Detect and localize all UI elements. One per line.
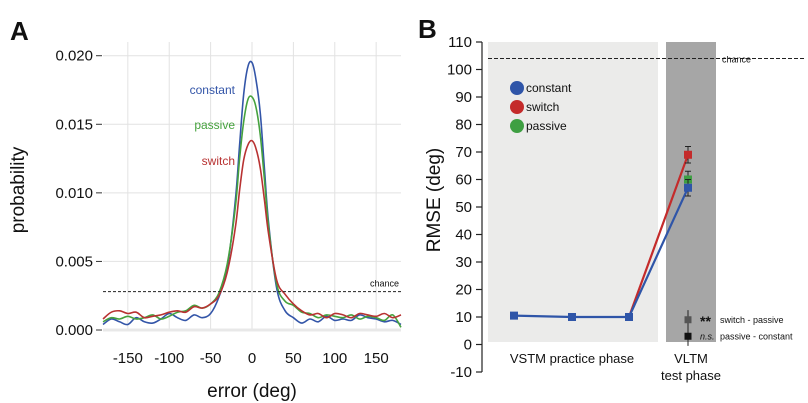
- panel-b-ytick-label: 100: [447, 62, 472, 79]
- panel-b-ytick-label: 20: [455, 282, 472, 299]
- panel-b-ytick-label: 0: [464, 337, 472, 354]
- panel-label-b: B: [418, 14, 437, 44]
- panel-b-chart: chance -10 0 10 20 30 40 50 60 70 80 90 100 110 cons…: [424, 34, 805, 383]
- panel-a-series-labels: constant passive switch: [190, 83, 236, 168]
- panel-label-a: A: [10, 16, 29, 46]
- panel-b-comparison-marker: n.s.: [700, 331, 715, 341]
- panel-b-chance-line: chance: [488, 55, 805, 65]
- panel-b-y-axis-label: RMSE (deg): [424, 148, 445, 253]
- panel-b-ytick-label: 60: [455, 172, 472, 189]
- panel-b-ytick-label: 10: [455, 309, 472, 326]
- panel-b-legend: constant switch passive: [510, 81, 572, 133]
- panel-a-xtick-label: -100: [154, 350, 184, 367]
- panel-b-ytick-label: 70: [455, 144, 472, 161]
- panel-b-comparisons: ** switch - passive n.s. passive - constant: [684, 310, 793, 346]
- panel-b-comparison-point: [684, 332, 692, 340]
- panel-b-point-constant: [684, 183, 692, 192]
- panel-a-chart: chance 0.000 0.005 0.010 0.015 0.020 -150 -10…: [8, 42, 402, 402]
- panel-b-phase-label-vstm: VSTM practice phase: [510, 351, 634, 366]
- panel-b-comparison-point: [684, 316, 692, 324]
- panel-a-xtick-label: -50: [200, 350, 222, 367]
- panel-b-series: [510, 146, 692, 321]
- panel-a-series: [102, 60, 402, 328]
- panel-b-legend-marker-switch: [510, 100, 524, 114]
- panel-a-ytick-label: 0.000: [55, 322, 93, 339]
- panel-a-chance-line: chance: [103, 279, 401, 293]
- panel-b-legend-marker-passive: [510, 119, 524, 133]
- panel-b-phase-label-test: test phase: [661, 368, 721, 383]
- panel-a-x-axis-label: error (deg): [207, 381, 297, 402]
- panel-b-comparison-marker: **: [700, 313, 711, 329]
- panel-a-gridlines: [103, 42, 401, 332]
- panel-b-ytick-label: 40: [455, 227, 472, 244]
- panel-a-y-ticks: 0.000 0.005 0.010 0.015 0.020: [55, 48, 102, 339]
- panel-a-line-passive: [102, 95, 402, 328]
- panel-b-ytick-label: 90: [455, 89, 472, 106]
- panel-b-line-constant: [513, 187, 690, 319]
- panel-a-chance-label: chance: [370, 279, 399, 289]
- panel-b-point-constant: [625, 313, 633, 321]
- panel-b-legend-label-switch: switch: [526, 100, 559, 114]
- panel-b-point-switch: [684, 150, 692, 159]
- panel-b-ytick-label: -10: [450, 364, 472, 381]
- panel-b-line-switch: [627, 154, 690, 318]
- panel-a-line-constant: [102, 60, 402, 326]
- panel-b-point-constant: [568, 313, 576, 321]
- panel-a-xtick-label: 100: [322, 350, 347, 367]
- panel-b-comparison-label: switch - passive: [720, 315, 784, 325]
- panel-a-series-label-switch: switch: [202, 154, 235, 168]
- panel-a-series-label-passive: passive: [194, 118, 235, 132]
- panel-a-series-label-constant: constant: [190, 83, 236, 97]
- panel-b-legend-label-constant: constant: [526, 81, 572, 95]
- panel-a-xtick-label: -150: [113, 350, 143, 367]
- panel-a-ytick-label: 0.005: [55, 253, 93, 270]
- panel-a-x-ticks: -150 -100 -50 0 50 100 150: [113, 350, 389, 367]
- panel-a-line-switch: [102, 139, 402, 320]
- panel-a-ytick-label: 0.010: [55, 185, 93, 202]
- panel-a-xtick-label: 150: [364, 350, 389, 367]
- panel-b-legend-marker-constant: [510, 81, 524, 95]
- panel-b-ytick-label: 110: [448, 34, 472, 51]
- panel-b-comparison-label: passive - constant: [720, 331, 793, 341]
- panel-b-ytick-label: 50: [455, 199, 472, 216]
- panel-b-phase-labels: VSTM practice phase VLTM test phase: [510, 351, 721, 383]
- panel-b-chance-label: chance: [722, 55, 751, 65]
- panel-b-ytick-label: 30: [455, 254, 472, 271]
- panel-a-xtick-label: 0: [248, 350, 256, 367]
- panel-a-y-axis-label: probability: [8, 146, 29, 233]
- panel-a-xtick-label: 50: [285, 350, 302, 367]
- panel-b-legend-label-passive: passive: [526, 119, 567, 133]
- panel-b-point-constant: [510, 311, 518, 320]
- panel-a-ytick-label: 0.020: [55, 48, 93, 65]
- panel-b-ytick-label: 80: [455, 117, 472, 134]
- panel-a-ytick-label: 0.015: [55, 116, 93, 133]
- panel-b-y-axis: -10 0 10 20 30 40 50 60 70 80 90 100 110: [447, 34, 483, 381]
- panel-b-phase-label-vltm: VLTM: [674, 351, 708, 366]
